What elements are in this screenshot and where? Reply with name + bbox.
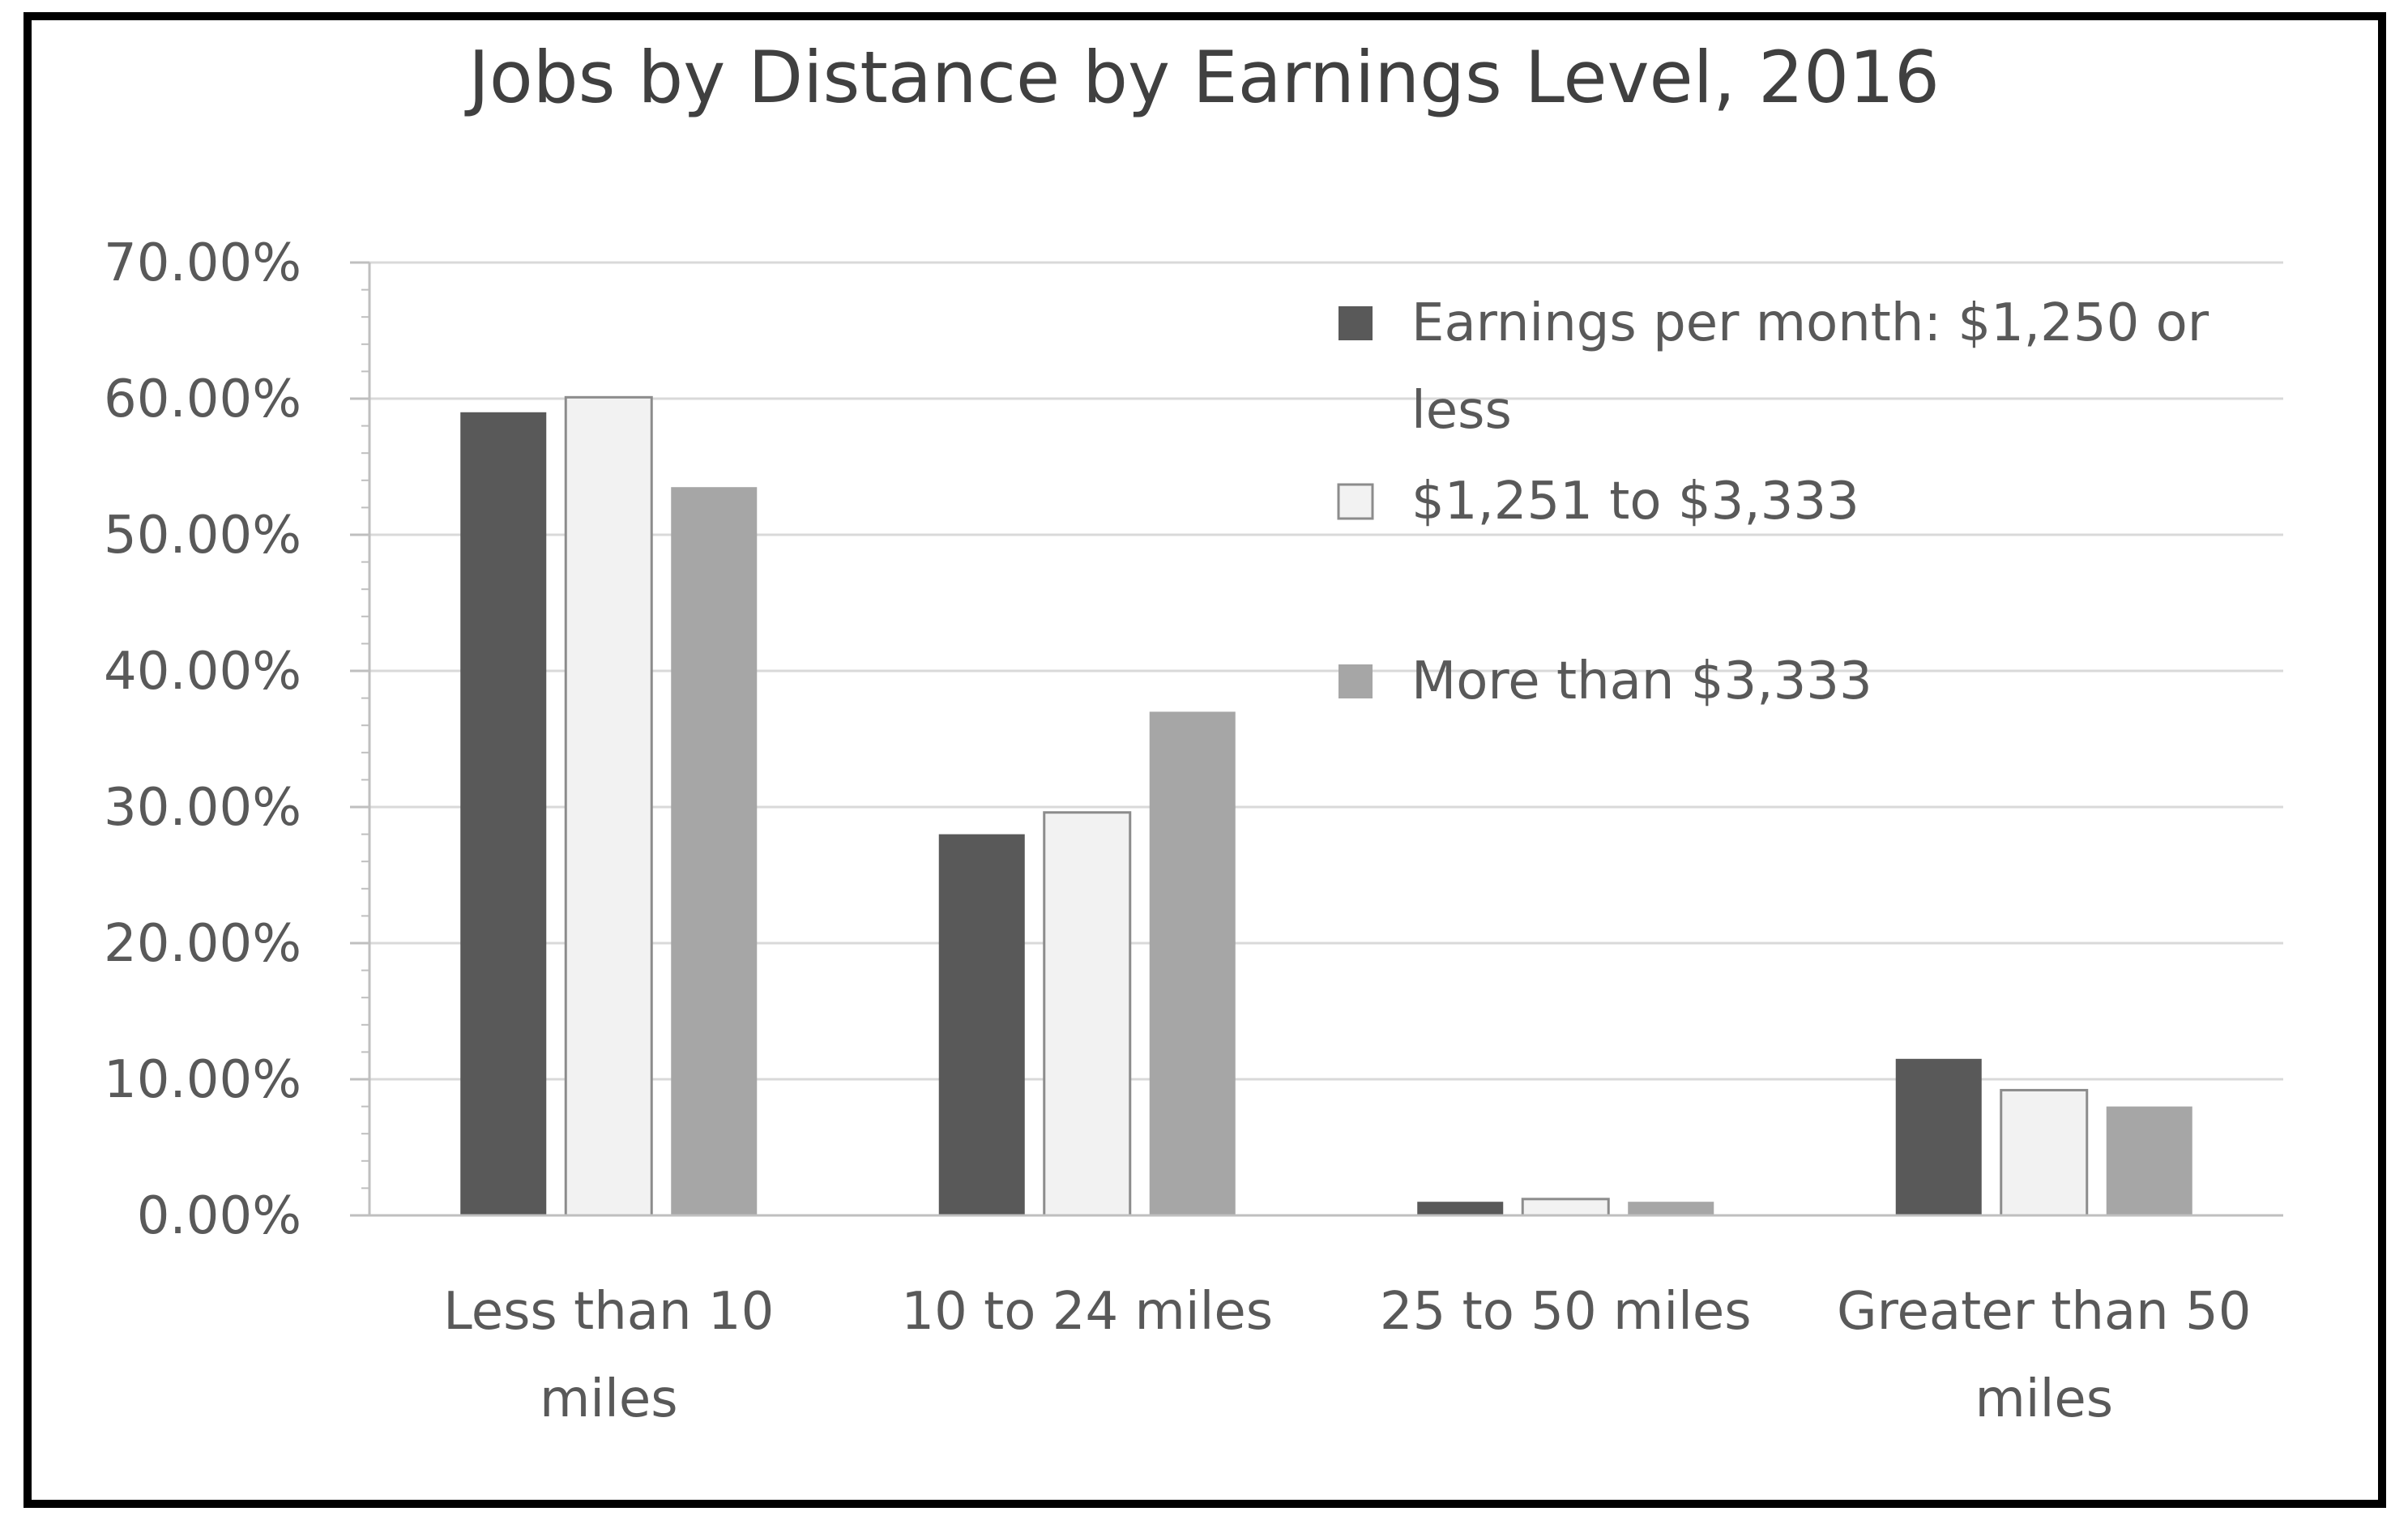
bar [1417,1202,1504,1215]
y-tick-label: 10.00% [104,1050,301,1110]
bar [1521,1198,1610,1217]
bar [2000,1088,2089,1217]
bar [938,834,1025,1215]
y-tick-label: 60.00% [104,369,301,429]
legend-swatch [1337,483,1374,520]
x-tick-label: miles [540,1369,678,1429]
x-tick-label: miles [1975,1369,2113,1429]
bar [1149,711,1236,1215]
bar [1043,811,1132,1217]
x-tick-label: 10 to 24 miles [901,1282,1273,1342]
x-tick-label: Less than 10 [443,1282,774,1342]
y-tick-label: 30.00% [104,778,301,838]
y-tick-label: 40.00% [104,642,301,702]
x-tick-label: Greater than 50 [1837,1282,2251,1342]
bar [1895,1058,1982,1215]
legend-swatch [1338,306,1373,340]
x-tick-label: 25 to 50 miles [1380,1282,1752,1342]
y-tick-label: 50.00% [104,506,301,566]
chart-title: Jobs by Distance by Earnings Level, 2016 [464,36,1940,119]
y-tick-label: 0.00% [137,1186,301,1246]
bar [671,487,758,1215]
bars [460,395,2192,1217]
bar [2106,1106,2192,1215]
legend: Earnings per month: $1,250 or less $1,251 … [1337,293,2209,711]
legend-label: less [1411,381,1512,441]
bar [564,395,653,1217]
x-axis: Less than 10 miles 10 to 24 miles 25 to 50 … [350,1214,2283,1429]
bar [460,412,547,1215]
y-tick-label: 20.00% [104,914,301,974]
legend-label: Earnings per month: $1,250 or [1411,293,2209,353]
legend-label: $1,251 to $3,333 [1411,472,1859,532]
legend-label: More than $3,333 [1411,651,1872,711]
y-tick-label: 70.00% [104,233,301,293]
y-axis: 0.00% 10.00% 20.00% 30.00% 40.00% 50.00% 60.00… [104,233,371,1246]
legend-swatch [1338,664,1373,698]
bar [1628,1202,1714,1215]
